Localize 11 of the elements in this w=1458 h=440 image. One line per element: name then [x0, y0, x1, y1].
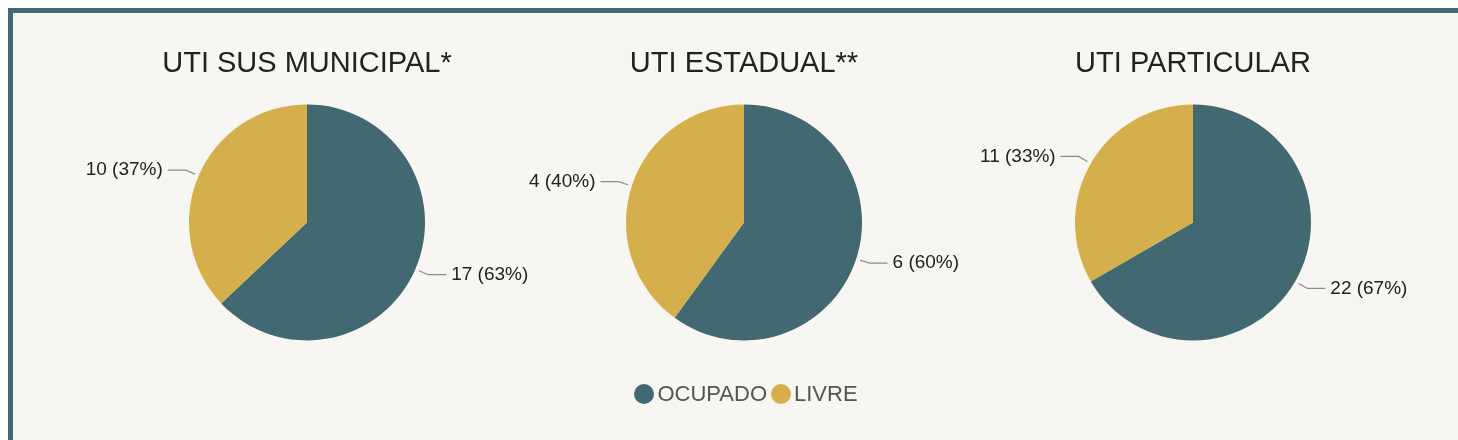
data-label: 10 (37%)	[85, 158, 163, 180]
data-label: 17 (63%)	[451, 262, 529, 284]
legend-label: LIVRE	[794, 381, 858, 406]
legend-label: OCUPADO	[657, 381, 767, 406]
data-label: 11 (33%)	[980, 144, 1056, 166]
data-label: 22 (67%)	[1330, 276, 1408, 298]
data-label: 6 (60%)	[892, 251, 960, 273]
data-label: 4 (40%)	[528, 169, 596, 191]
chart-title: UTI ESTADUAL**	[629, 46, 859, 79]
chart-title: UTI SUS MUNICIPAL*	[162, 46, 452, 79]
chart-title: UTI PARTICULAR	[1075, 46, 1311, 79]
